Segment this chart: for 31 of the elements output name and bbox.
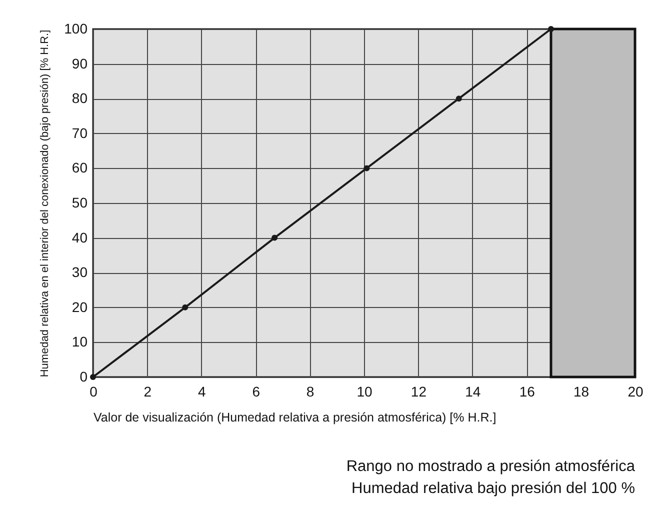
x-tick-label: 10	[356, 384, 372, 400]
point	[548, 26, 554, 32]
band-label: Rango no mostrado a presión atmosférica Humedad relativa bajo presión del 100 %	[346, 458, 636, 497]
y-tick-label: 20	[72, 298, 88, 315]
y-tick-label: 30	[72, 264, 88, 280]
y-tick-label: 80	[72, 90, 88, 106]
x-tick-label: 4	[198, 384, 206, 400]
y-tick-label: 70	[72, 124, 88, 141]
y-tick-label: 10	[72, 334, 88, 350]
x-tick-label: 6	[252, 384, 260, 400]
x-tick-label: 16	[519, 384, 536, 400]
point	[456, 96, 462, 102]
x-tick-label: 8	[306, 384, 314, 400]
y-axis-title: Humedad relativa en el interior del conexionado (bajo presión) [% H.R.]	[39, 30, 52, 378]
y-tick-label: 40	[72, 229, 88, 246]
x-axis-title: Valor de visualización (Humedad relativa a presión atmosférica) [% H.R.]	[94, 410, 496, 424]
point	[272, 234, 278, 241]
y-tick-label: 50	[72, 194, 88, 210]
y-tick-label: 100	[64, 20, 88, 36]
y-tick-label: 60	[72, 160, 88, 176]
y-tick-label: 90	[72, 55, 88, 72]
x-tick-label: 0	[90, 384, 98, 400]
point	[364, 165, 370, 172]
point	[182, 304, 188, 310]
x-tick-label: 2	[144, 384, 152, 400]
x-tick-label: 20	[628, 384, 644, 400]
y-tick-label: 0	[80, 368, 88, 384]
point	[90, 374, 96, 380]
x-tick-label: 14	[465, 384, 481, 400]
x-tick-label: 12	[410, 384, 427, 400]
x-tick-label: 18	[574, 384, 590, 400]
